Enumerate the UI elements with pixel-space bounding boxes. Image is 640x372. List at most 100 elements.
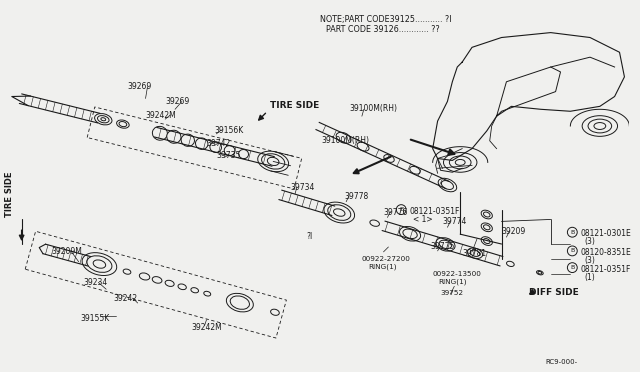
- Ellipse shape: [449, 156, 471, 169]
- Text: RING(1): RING(1): [438, 278, 467, 285]
- Text: 39100M(RH): 39100M(RH): [321, 136, 369, 145]
- Ellipse shape: [470, 250, 480, 256]
- Text: 08121-0301E: 08121-0301E: [580, 229, 631, 238]
- Text: B: B: [570, 248, 575, 253]
- Ellipse shape: [271, 309, 279, 315]
- Ellipse shape: [481, 223, 492, 232]
- Ellipse shape: [582, 116, 618, 137]
- Text: 39269: 39269: [165, 96, 189, 106]
- Text: TIRE SIDE: TIRE SIDE: [5, 172, 14, 218]
- Ellipse shape: [224, 146, 235, 155]
- Text: TIRE SIDE: TIRE SIDE: [271, 102, 319, 110]
- Ellipse shape: [336, 132, 351, 143]
- Ellipse shape: [506, 261, 514, 266]
- Ellipse shape: [262, 154, 285, 169]
- Text: RING(1): RING(1): [368, 264, 396, 270]
- Ellipse shape: [191, 288, 198, 293]
- Ellipse shape: [455, 160, 465, 165]
- Ellipse shape: [210, 142, 221, 153]
- Ellipse shape: [152, 126, 168, 140]
- Text: 08121-0351F: 08121-0351F: [409, 207, 460, 216]
- Text: 39234: 39234: [84, 278, 108, 288]
- Ellipse shape: [268, 157, 279, 166]
- Ellipse shape: [467, 248, 483, 259]
- Ellipse shape: [152, 277, 162, 283]
- Ellipse shape: [442, 180, 454, 189]
- Text: 39774: 39774: [442, 218, 467, 227]
- Text: 39778: 39778: [344, 192, 369, 201]
- Ellipse shape: [594, 122, 605, 129]
- Ellipse shape: [181, 134, 195, 146]
- Text: ?l: ?l: [307, 232, 313, 241]
- Ellipse shape: [195, 138, 208, 150]
- Ellipse shape: [410, 166, 420, 174]
- Text: 39100M(RH): 39100M(RH): [349, 105, 397, 113]
- Text: 39156K: 39156K: [214, 126, 244, 135]
- Ellipse shape: [384, 155, 394, 162]
- Text: B: B: [570, 230, 575, 235]
- Text: 00922-13500: 00922-13500: [433, 270, 481, 276]
- Text: 39155K: 39155K: [81, 314, 110, 323]
- Text: NOTE;PART CODE39125........... ?l: NOTE;PART CODE39125........... ?l: [319, 15, 451, 24]
- Ellipse shape: [444, 153, 477, 172]
- Text: < 1>: < 1>: [413, 215, 433, 224]
- Text: (3): (3): [584, 237, 595, 246]
- Text: 39781: 39781: [462, 249, 486, 258]
- Text: 39209M: 39209M: [51, 247, 82, 256]
- Text: B: B: [570, 265, 575, 270]
- Text: 39734: 39734: [290, 183, 314, 192]
- Ellipse shape: [588, 119, 612, 133]
- Ellipse shape: [333, 209, 345, 216]
- Text: 39776: 39776: [383, 208, 408, 217]
- Ellipse shape: [204, 291, 211, 296]
- Ellipse shape: [403, 229, 417, 238]
- Ellipse shape: [119, 122, 127, 126]
- Ellipse shape: [258, 151, 289, 172]
- Text: 39735: 39735: [216, 151, 241, 160]
- Text: 08121-0351F: 08121-0351F: [580, 264, 630, 274]
- Text: 39242: 39242: [113, 294, 137, 303]
- Ellipse shape: [357, 142, 369, 151]
- Ellipse shape: [87, 256, 112, 272]
- Ellipse shape: [93, 260, 106, 268]
- Ellipse shape: [436, 238, 455, 251]
- Ellipse shape: [230, 296, 250, 309]
- Ellipse shape: [82, 253, 116, 276]
- Ellipse shape: [483, 238, 490, 244]
- Text: 08120-8351E: 08120-8351E: [580, 248, 631, 257]
- Text: 39775: 39775: [431, 242, 455, 251]
- Text: 39209: 39209: [502, 227, 526, 236]
- Text: 39242M: 39242M: [145, 111, 176, 120]
- Ellipse shape: [116, 120, 129, 128]
- Ellipse shape: [101, 118, 106, 121]
- Text: RC9-000-: RC9-000-: [546, 359, 578, 365]
- Ellipse shape: [483, 212, 490, 217]
- Ellipse shape: [481, 210, 492, 219]
- Ellipse shape: [481, 237, 492, 246]
- Text: PART CODE 39126............ ??: PART CODE 39126............ ??: [326, 25, 440, 34]
- Ellipse shape: [123, 269, 131, 274]
- Ellipse shape: [439, 240, 452, 248]
- Ellipse shape: [95, 113, 112, 125]
- Text: 39752: 39752: [440, 290, 463, 296]
- Text: 39742: 39742: [207, 139, 231, 148]
- Ellipse shape: [538, 272, 542, 274]
- Text: (3): (3): [584, 256, 595, 265]
- Text: 39269: 39269: [128, 82, 152, 91]
- Ellipse shape: [227, 294, 253, 312]
- Ellipse shape: [324, 202, 355, 223]
- Text: 39242M: 39242M: [192, 323, 223, 332]
- Text: B: B: [399, 207, 403, 212]
- Text: 00922-27200: 00922-27200: [362, 256, 411, 262]
- Ellipse shape: [370, 220, 380, 226]
- Ellipse shape: [399, 227, 420, 241]
- Ellipse shape: [483, 225, 490, 230]
- Ellipse shape: [438, 178, 457, 192]
- Ellipse shape: [140, 273, 150, 280]
- Ellipse shape: [165, 280, 174, 286]
- Ellipse shape: [239, 150, 248, 158]
- Text: (1): (1): [584, 273, 595, 282]
- Ellipse shape: [167, 130, 181, 143]
- Ellipse shape: [178, 284, 186, 290]
- Ellipse shape: [328, 205, 351, 220]
